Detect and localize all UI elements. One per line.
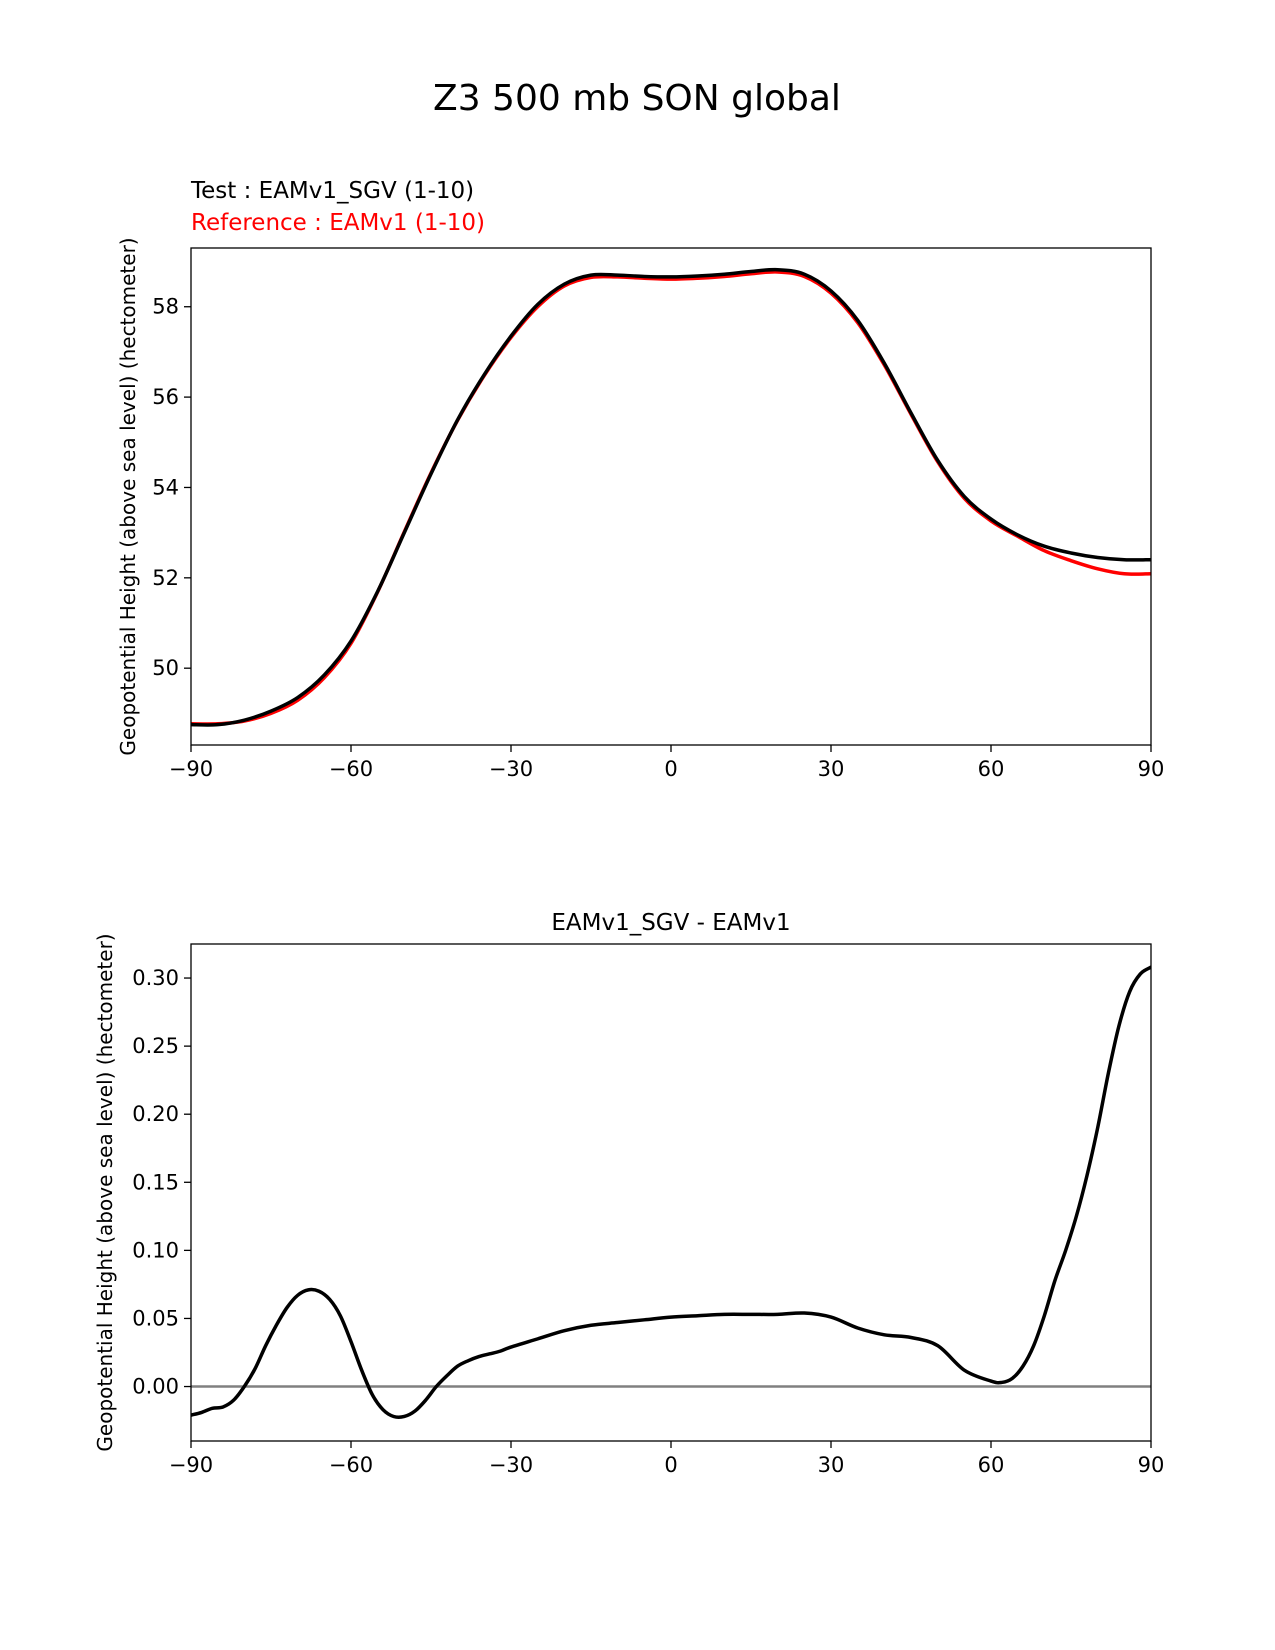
x-tick-label: 60	[978, 1453, 1005, 1477]
top-axis-ticks: −90 −60 −30 0 30 60 90 50 52 54 56 58	[152, 295, 1164, 781]
bottom-panel: EAMv1_SGV - EAMv1 Geopotential Height (a…	[93, 910, 1164, 1477]
x-tick-label: −60	[329, 757, 373, 781]
y-tick-label: 0.00	[132, 1375, 179, 1399]
figure-title: Z3 500 mb SON global	[433, 78, 841, 119]
x-tick-label: −60	[329, 1453, 373, 1477]
x-tick-label: 0	[664, 757, 677, 781]
bottom-ylabel: Geopotential Height (above sea level) (h…	[93, 933, 117, 1451]
x-tick-label: 90	[1138, 1453, 1165, 1477]
x-tick-label: −90	[169, 757, 213, 781]
y-axis-label: Geopotential Height (above sea level) (h…	[116, 237, 140, 755]
y-tick-label: 0.05	[132, 1306, 179, 1330]
x-tick-label: 90	[1138, 757, 1165, 781]
test-series-line	[191, 267, 1151, 727]
bottom-series-lines	[191, 965, 1151, 1420]
y-tick-label: 0.10	[132, 1238, 179, 1262]
x-tick-label: 30	[818, 1453, 845, 1477]
y-axis-label: Geopotential Height (above sea level) (h…	[93, 933, 117, 1451]
difference-series-line	[191, 965, 1151, 1420]
top-plot-frame	[190, 247, 1152, 746]
y-tick-label: 0.25	[132, 1034, 179, 1058]
x-tick-label: 30	[818, 757, 845, 781]
y-tick-label: 0.30	[132, 966, 179, 990]
y-tick-label: 0.15	[132, 1170, 179, 1194]
x-tick-label: −30	[489, 1453, 533, 1477]
top-panel: Test : EAMv1_SGV (1-10) Reference : EAMv…	[116, 178, 1164, 781]
top-series-lines	[191, 267, 1151, 727]
y-tick-label: 56	[152, 385, 179, 409]
y-tick-label: 50	[152, 656, 179, 680]
bottom-panel-title: EAMv1_SGV - EAMv1	[551, 910, 790, 936]
legend-reference-label: Reference : EAMv1 (1-10)	[191, 210, 485, 236]
legend-test-label: Test : EAMv1_SGV (1-10)	[190, 178, 474, 204]
y-tick-label: 0.20	[132, 1102, 179, 1126]
bottom-plot-frame	[190, 943, 1152, 1442]
y-tick-label: 54	[152, 475, 179, 499]
top-ylabel: Geopotential Height (above sea level) (h…	[116, 237, 140, 755]
y-tick-label: 52	[152, 566, 179, 590]
bottom-axis-ticks: −90 −60 −30 0 30 60 90 0.00 0.05 0.10 0.15 0.20 0.25…	[132, 966, 1164, 1477]
x-tick-label: −90	[169, 1453, 213, 1477]
reference-series-line	[191, 270, 1151, 726]
x-tick-label: −30	[489, 757, 533, 781]
x-tick-label: 60	[978, 757, 1005, 781]
x-tick-label: 0	[664, 1453, 677, 1477]
y-tick-label: 58	[152, 295, 179, 319]
